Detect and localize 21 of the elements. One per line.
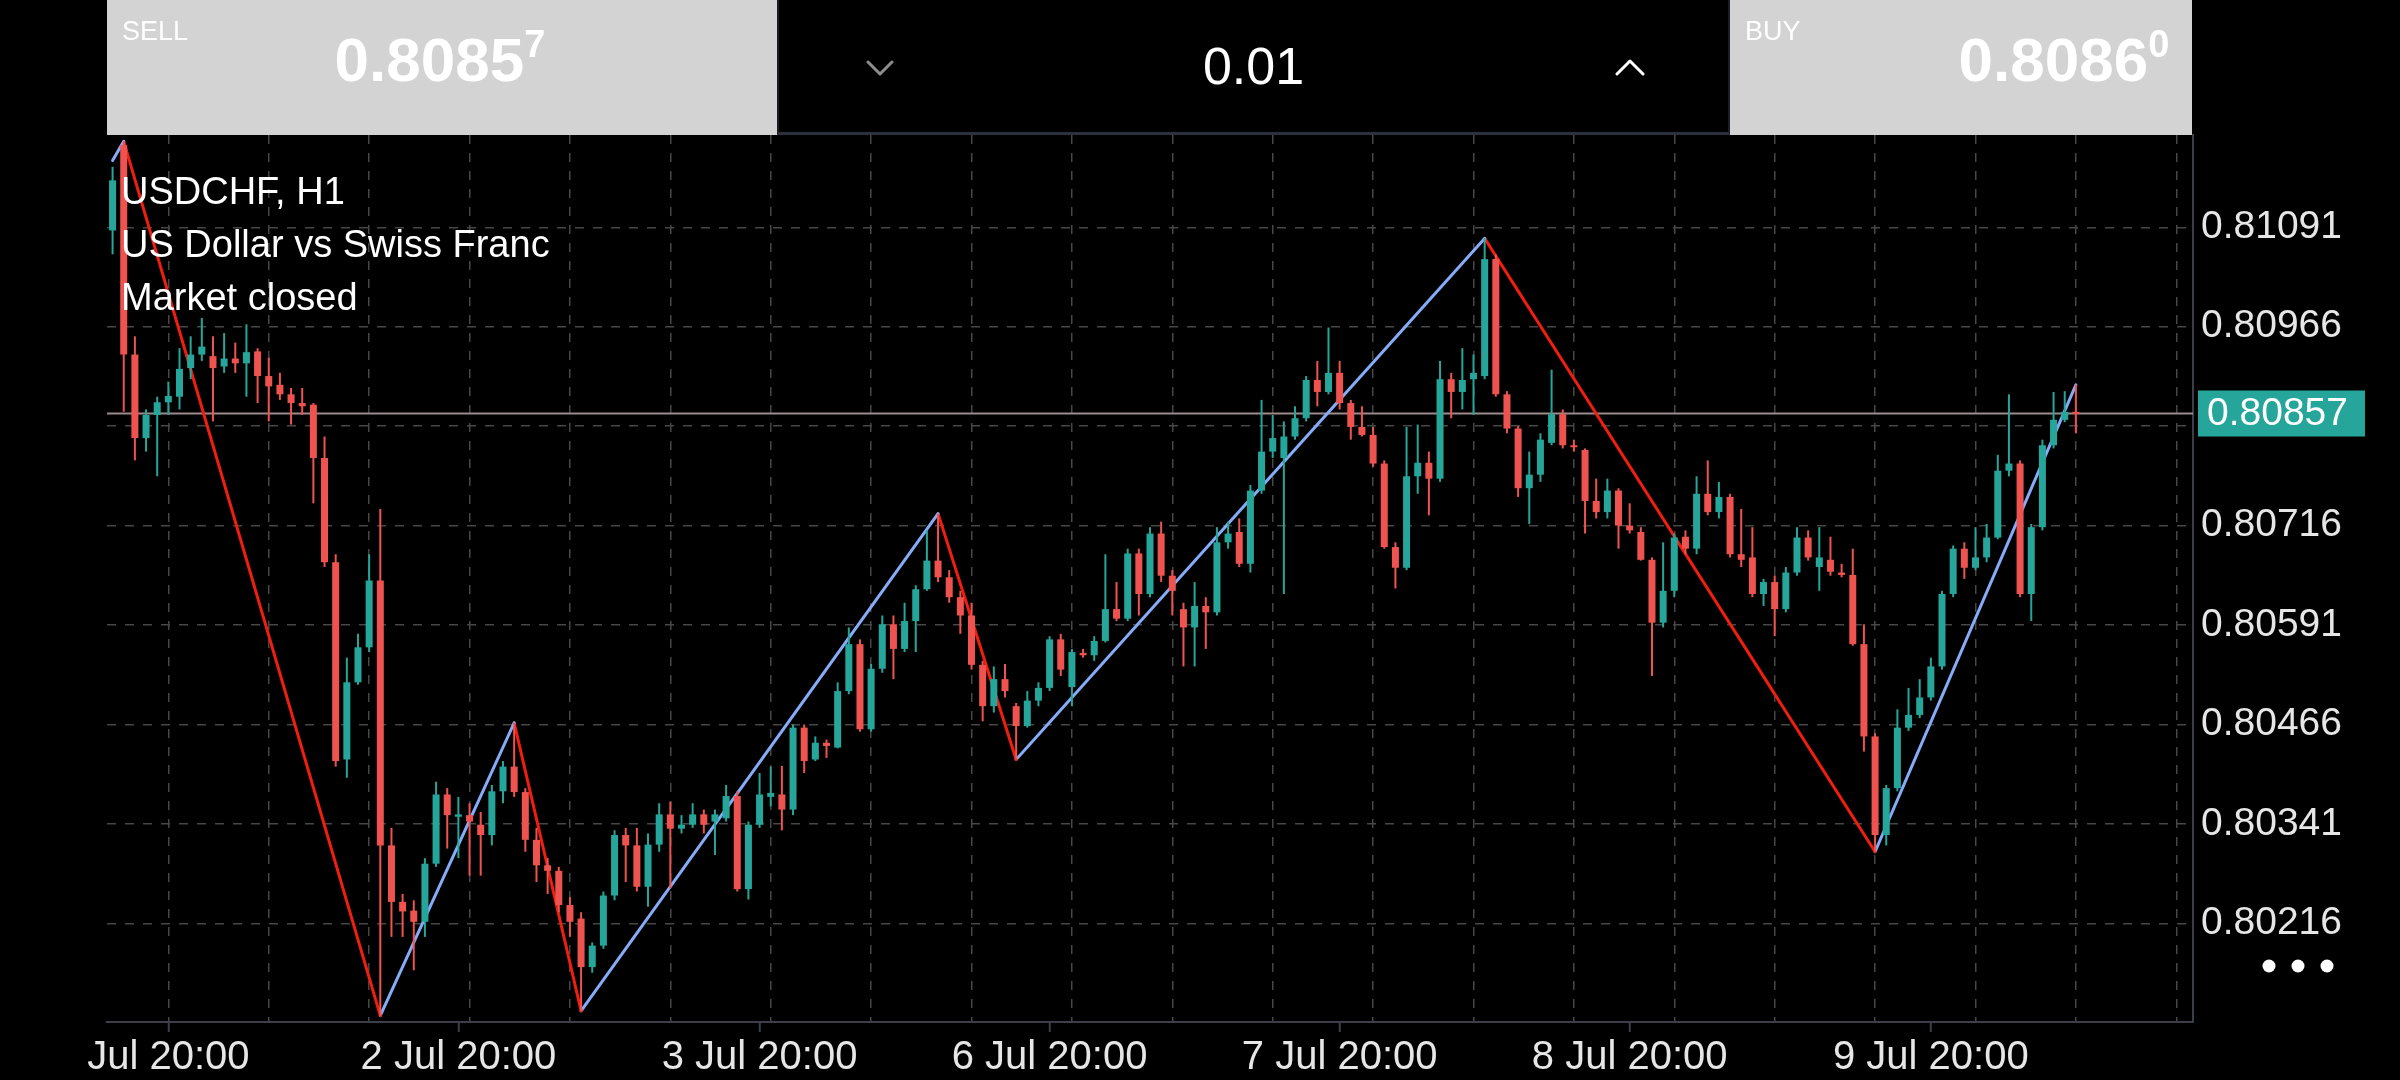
x-tick-label: Jul 20:00 — [87, 1033, 250, 1078]
lot-size-field: 0.01 — [777, 0, 1730, 135]
x-tick-label: 9 Jul 20:00 — [1833, 1033, 2029, 1078]
x-tick-label: 7 Jul 20:00 — [1241, 1033, 1438, 1078]
y-tick-label: 0.80216 — [2201, 899, 2342, 943]
y-tick-label: 0.80716 — [2201, 501, 2342, 545]
candlestick — [1737, 508, 1745, 567]
y-tick-label: 0.80966 — [2201, 302, 2342, 346]
candlestick — [2005, 394, 2013, 477]
candlestick — [454, 796, 462, 859]
candlestick — [466, 803, 474, 876]
x-tick-label: 2 Jul 20:00 — [360, 1033, 557, 1078]
y-tick-label: 0.80341 — [2201, 799, 2342, 843]
x-tick-label: 3 Jul 20:00 — [661, 1033, 858, 1078]
y-tick-label: 0.80466 — [2201, 700, 2342, 744]
y-tick-label: 0.80591 — [2201, 600, 2342, 644]
y-tick-label: 0.81091 — [2201, 203, 2342, 247]
candlestick — [2072, 384, 2080, 434]
x-tick-label: 6 Jul 20:00 — [951, 1033, 1148, 1078]
ref-line-label: 0.80857 — [2207, 390, 2348, 434]
x-tick-label: 8 Jul 20:00 — [1531, 1033, 1728, 1078]
